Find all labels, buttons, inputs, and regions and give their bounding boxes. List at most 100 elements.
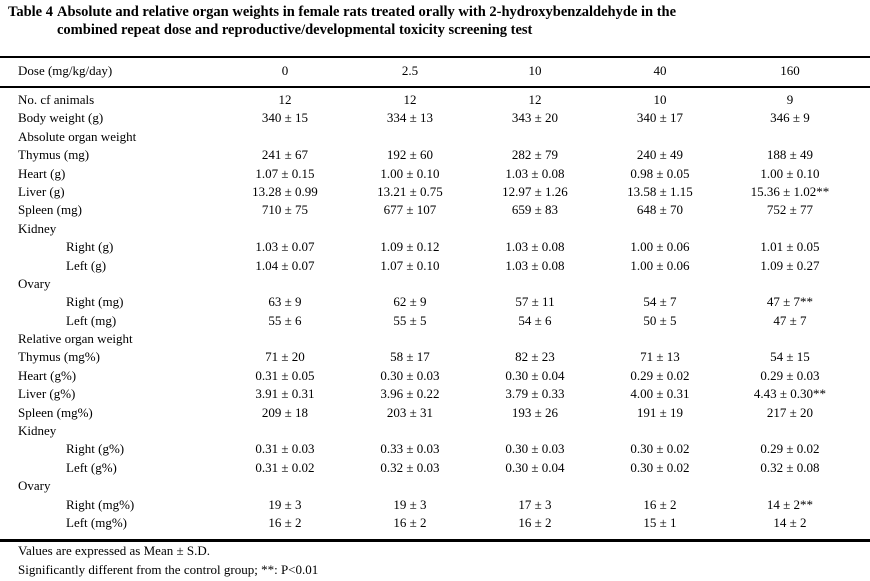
value-cell: 0.98 ± 0.05 — [630, 165, 690, 181]
value-cell: 16 ± 2 — [518, 514, 552, 530]
table-row: Relative organ weight — [0, 330, 870, 348]
value-cell: 282 ± 79 — [511, 147, 559, 163]
table-row: Ovary — [0, 275, 870, 293]
value-cell: 1.03 ± 0.08 — [505, 165, 565, 181]
table-row: Liver (g) 13.28 ± 0.99 13.21 ± 0.75 12.97 ±… — [0, 183, 870, 201]
caption-line-1: Absolute and relative organ weights in f… — [57, 4, 677, 20]
value-cell: 55 ± 6 — [268, 312, 302, 328]
value-cell: 0.30 ± 0.02 — [630, 459, 690, 475]
value-cell: 0.30 ± 0.03 — [380, 367, 440, 383]
table-row: Right (g%) 0.31 ± 0.03 0.33 ± 0.03 0.30 ± 0… — [0, 440, 870, 458]
dose-header: Dose (mg/kg/day) — [18, 63, 113, 78]
table-number: Table 4 — [8, 4, 53, 20]
value-cell: 0.32 ± 0.08 — [760, 459, 820, 475]
value-cell: 334 ± 13 — [386, 110, 434, 126]
table-row: Thymus (mg%) 71 ± 20 58 ± 17 82 ± 23 71 ± 13… — [0, 348, 870, 366]
value-cell: 1.01 ± 0.05 — [760, 239, 820, 255]
value-cell: 0.29 ± 0.02 — [630, 367, 690, 383]
value-cell: 752 ± 77 — [766, 202, 814, 218]
table-row: Left (g%) 0.31 ± 0.02 0.32 ± 0.03 0.30 ± 0.… — [0, 459, 870, 477]
value-cell: 0.30 ± 0.04 — [505, 459, 565, 475]
value-cell: 10 — [653, 92, 667, 107]
table-row: Liver (g%) 3.91 ± 0.31 3.96 ± 0.22 3.79 ± 0… — [0, 385, 870, 403]
value-cell: 188 ± 49 — [766, 147, 814, 163]
value-cell: 15.36 ± 1.02** — [750, 183, 830, 199]
row-label: Spleen (mg%) — [18, 404, 93, 420]
row-label: Heart (g%) — [18, 367, 77, 383]
value-cell: 217 ± 20 — [766, 404, 814, 420]
dose-col-3: 40 — [653, 63, 667, 78]
table-row: Left (mg) 55 ± 6 55 ± 5 54 ± 6 50 ± 5 47 ± 7 — [0, 312, 870, 330]
value-cell: 648 ± 70 — [636, 202, 684, 218]
value-cell: 659 ± 83 — [511, 202, 559, 218]
table-row: Right (g) 1.03 ± 0.07 1.09 ± 0.12 1.03 ± 0.… — [0, 238, 870, 256]
value-cell: 17 ± 3 — [518, 496, 552, 512]
table-row: Body weight (g) 340 ± 15 334 ± 13 343 ± 20 3… — [0, 109, 870, 127]
row-label: Right (mg%) — [66, 496, 135, 512]
row-label: Right (g%) — [66, 441, 125, 457]
value-cell: 71 ± 20 — [265, 349, 305, 365]
value-cell: 54 ± 15 — [770, 349, 810, 365]
footnote-values: Values are expressed as Mean ± S.D. — [18, 543, 210, 558]
value-cell: 1.09 ± 0.12 — [380, 239, 440, 255]
value-cell: 15 ± 1 — [643, 514, 677, 530]
header-rule — [0, 86, 870, 88]
row-label: Right (mg) — [66, 294, 124, 310]
table-row: Thymus (mg) 241 ± 67 192 ± 60 282 ± 79 240 ±… — [0, 146, 870, 164]
value-cell: 1.03 ± 0.08 — [505, 239, 565, 255]
dose-col-0: 0 — [281, 63, 289, 78]
value-cell: 3.96 ± 0.22 — [380, 386, 440, 402]
value-cell: 12 — [278, 92, 292, 107]
value-cell: 14 ± 2** — [766, 496, 814, 512]
value-cell: 12.97 ± 1.26 — [502, 183, 568, 199]
row-label: Spleen (mg) — [18, 202, 82, 218]
dose-col-4: 160 — [780, 63, 800, 78]
row-label: Liver (g) — [18, 183, 65, 199]
value-cell: 193 ± 26 — [511, 404, 559, 420]
value-cell: 13.58 ± 1.15 — [627, 183, 693, 199]
table-row: Spleen (mg%) 209 ± 18 203 ± 31 193 ± 26 191 … — [0, 404, 870, 422]
value-cell: 54 ± 7 — [643, 294, 677, 310]
value-cell: 1.07 ± 0.10 — [380, 257, 440, 273]
table-row: Left (mg%) 16 ± 2 16 ± 2 16 ± 2 15 ± 1 14 ± 2 — [0, 514, 870, 532]
value-cell: 241 ± 67 — [261, 147, 309, 163]
row-label: Left (mg) — [66, 312, 117, 328]
value-cell: 240 ± 49 — [636, 147, 684, 163]
value-cell: 55 ± 5 — [393, 312, 427, 328]
row-label: Ovary — [18, 478, 51, 494]
value-cell: 0.30 ± 0.02 — [630, 441, 690, 457]
table-row: Right (mg) 63 ± 9 62 ± 9 57 ± 11 54 ± 7 47 ± … — [0, 293, 870, 311]
table-row: Left (g) 1.04 ± 0.07 1.07 ± 0.10 1.03 ± 0.0… — [0, 257, 870, 275]
row-label: Body weight (g) — [18, 110, 104, 126]
row-label: Right (g) — [66, 239, 114, 255]
value-cell: 0.32 ± 0.03 — [380, 459, 440, 475]
value-cell: 0.30 ± 0.04 — [505, 367, 565, 383]
value-cell: 71 ± 13 — [640, 349, 680, 365]
row-label: Left (g%) — [66, 459, 117, 475]
value-cell: 57 ± 11 — [515, 294, 555, 310]
table-row: Right (mg%) 19 ± 3 19 ± 3 17 ± 3 16 ± 2 14 ± … — [0, 496, 870, 514]
value-cell: 4.00 ± 0.31 — [630, 386, 690, 402]
row-label: Liver (g%) — [18, 386, 76, 402]
value-cell: 340 ± 15 — [261, 110, 309, 126]
value-cell: 13.28 ± 0.99 — [252, 183, 318, 199]
value-cell: 1.03 ± 0.07 — [255, 239, 315, 255]
value-cell: 343 ± 20 — [511, 110, 559, 126]
value-cell: 191 ± 19 — [636, 404, 684, 420]
value-cell: 47 ± 7** — [766, 294, 814, 310]
value-cell: 54 ± 6 — [518, 312, 552, 328]
row-label: Absolute organ weight — [18, 128, 137, 144]
caption-line-2: combined repeat dose and reproductive/de… — [57, 22, 533, 38]
value-cell: 0.29 ± 0.03 — [760, 367, 820, 383]
value-cell: 82 ± 23 — [515, 349, 555, 365]
row-label: Thymus (mg%) — [18, 349, 100, 365]
value-cell: 1.00 ± 0.06 — [630, 257, 690, 273]
value-cell: 192 ± 60 — [386, 147, 434, 163]
row-label: Thymus (mg) — [18, 147, 90, 163]
table-row: Ovary — [0, 477, 870, 495]
value-cell: 16 ± 2 — [393, 514, 427, 530]
value-cell: 4.43 ± 0.30** — [753, 386, 827, 402]
value-cell: 9 — [786, 92, 794, 107]
row-label: Kidney — [18, 423, 57, 439]
table-row: Heart (g%) 0.31 ± 0.05 0.30 ± 0.03 0.30 ± 0… — [0, 367, 870, 385]
